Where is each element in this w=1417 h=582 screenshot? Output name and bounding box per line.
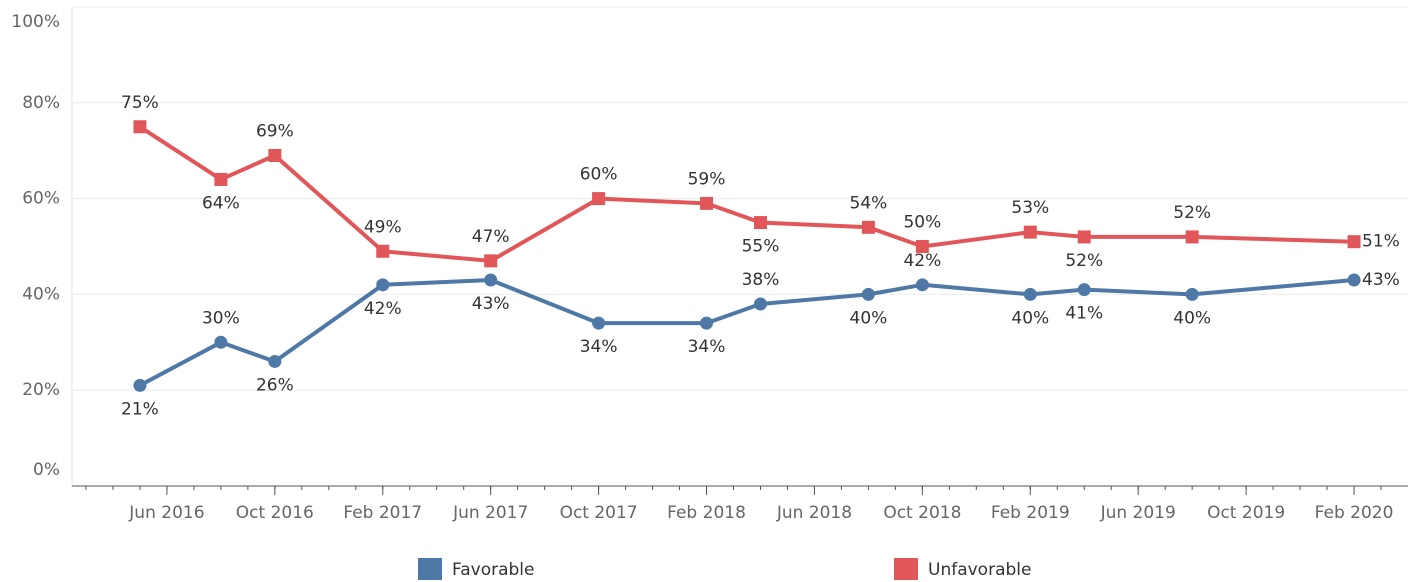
marker: [214, 335, 228, 349]
x-tick-label: Feb 2017: [343, 503, 422, 523]
marker: [592, 316, 606, 330]
marker: [915, 278, 929, 292]
marker: [1077, 283, 1091, 297]
marker: [268, 148, 282, 162]
marker: [133, 378, 147, 392]
data-label: 64%: [202, 193, 240, 213]
data-label: 34%: [580, 337, 618, 357]
x-tick-label: Feb 2018: [667, 503, 746, 523]
line: [138, 278, 1355, 388]
x-tick-label: Feb 2020: [1315, 503, 1394, 523]
marker: [133, 120, 147, 134]
marker: [1347, 235, 1361, 249]
data-label: 52%: [1173, 203, 1211, 223]
data-label: 53%: [1011, 198, 1049, 218]
data-label: 49%: [364, 217, 402, 237]
legend-label: Unfavorable: [928, 560, 1031, 580]
y-tick-label: 0%: [33, 460, 60, 480]
y-tick-label: 40%: [22, 284, 60, 304]
marker: [484, 273, 498, 287]
data-label: 40%: [1011, 308, 1049, 328]
data-label: 75%: [121, 93, 159, 113]
marker: [1185, 287, 1199, 301]
data-label: 50%: [903, 213, 941, 233]
data-label: 38%: [742, 270, 780, 290]
x-tick-label: Jun 2018: [776, 503, 852, 523]
x-tick-label: Jun 2017: [452, 503, 528, 523]
data-label: 52%: [1065, 251, 1103, 271]
x-tick-label: Jun 2016: [128, 503, 204, 523]
x-tick-label: Oct 2017: [560, 503, 638, 523]
marker: [700, 316, 714, 330]
x-tick-label: Oct 2018: [883, 503, 961, 523]
legend-label: Favorable: [452, 560, 534, 580]
y-tick-label: 100%: [11, 12, 60, 32]
data-label: 42%: [364, 299, 402, 319]
marker: [861, 220, 875, 234]
x-tick-label: Feb 2019: [991, 503, 1070, 523]
marker: [376, 244, 390, 258]
x-tick-label: Jun 2019: [1100, 503, 1176, 523]
y-tick-label: 20%: [22, 380, 60, 400]
data-label: 59%: [688, 169, 726, 189]
marker: [700, 196, 714, 210]
data-label: 21%: [121, 399, 159, 419]
marker: [1023, 225, 1037, 239]
data-label: 47%: [472, 227, 510, 247]
marker: [915, 240, 929, 253]
data-label: 26%: [256, 375, 294, 395]
data-label: 41%: [1065, 304, 1103, 324]
x-tick-label: Oct 2019: [1207, 503, 1285, 523]
data-label: 54%: [850, 193, 888, 213]
data-label: 42%: [903, 251, 941, 271]
data-label: 43%: [472, 294, 510, 314]
y-tick-label: 80%: [22, 93, 60, 113]
marker: [214, 172, 228, 186]
marker: [268, 354, 282, 368]
marker: [1077, 230, 1091, 244]
marker: [1185, 230, 1199, 244]
legend-swatch: [894, 558, 918, 580]
marker: [753, 216, 767, 230]
marker: [1347, 273, 1361, 287]
data-label: 51%: [1362, 232, 1400, 252]
marker: [592, 192, 606, 206]
data-label: 40%: [1173, 308, 1211, 328]
data-label: 60%: [580, 165, 618, 185]
data-label: 40%: [850, 308, 888, 328]
marker: [753, 297, 767, 311]
legend-swatch: [418, 558, 442, 580]
x-tick-label: Oct 2016: [236, 503, 314, 523]
marker: [861, 287, 875, 301]
marker: [376, 278, 390, 292]
data-label: 43%: [1362, 270, 1400, 290]
marker: [1023, 287, 1037, 301]
marker: [484, 254, 498, 268]
data-label: 55%: [742, 237, 780, 257]
data-label: 30%: [202, 308, 240, 328]
data-label: 34%: [688, 337, 726, 357]
data-label: 69%: [256, 121, 294, 141]
line: [138, 125, 1355, 263]
y-tick-label: 60%: [22, 189, 60, 209]
